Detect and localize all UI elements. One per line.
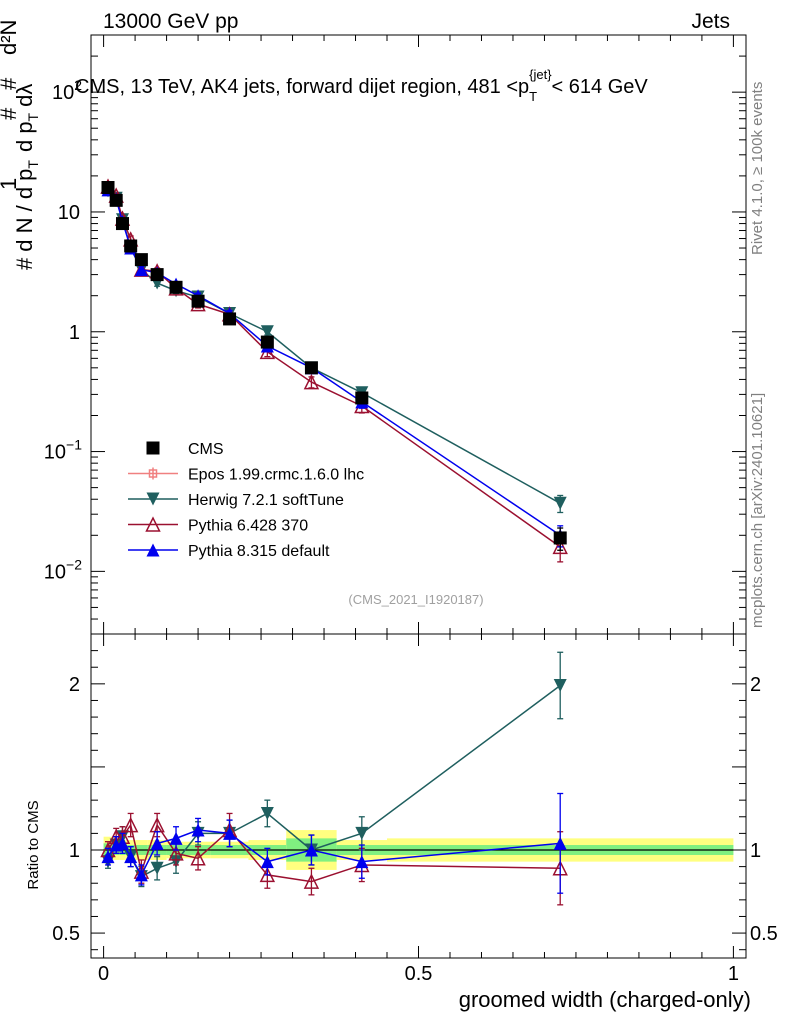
- ratio-y-axis-label: Ratio to CMS: [25, 800, 42, 889]
- ratio-pythia8-point: [101, 850, 115, 864]
- ratio-pythia6-point: [259, 866, 276, 883]
- ratio-y-tick-label-right: 2: [750, 674, 761, 696]
- y-tick-label: 102: [52, 77, 82, 104]
- main-pythia8-point: [134, 263, 148, 277]
- legend-marker-herwig: [146, 492, 160, 506]
- header-left: 13000 GeV pp: [103, 10, 238, 33]
- x-tick-label: 1: [728, 963, 739, 985]
- ratio-pythia6-point: [303, 873, 320, 889]
- ratio-pythia8-point: [223, 826, 237, 840]
- legend-label-pythia8: Pythia 8.315 default: [188, 543, 330, 560]
- analysis-watermark: (CMS_2021_I1920187): [348, 592, 483, 607]
- legend-label-herwig: Herwig 7.2.1 softTune: [188, 492, 344, 509]
- ratio-pythia6-point: [122, 816, 139, 833]
- main-cms-point: [260, 335, 274, 349]
- ratio-y-tick-label-right: 0.5: [750, 923, 778, 945]
- ratio-herwig-point: [553, 679, 567, 693]
- main-cms-point: [304, 361, 318, 375]
- main-cms-point: [191, 294, 205, 308]
- legend-marker-pythia8: [146, 543, 160, 557]
- x-tick-label: 0.5: [405, 963, 433, 985]
- ratio-herwig-point: [260, 806, 274, 820]
- ratio-y-tick-label: 1: [69, 840, 80, 862]
- ratio-pythia8-point: [355, 855, 369, 869]
- ratio-pythia8-point: [260, 855, 274, 869]
- main-cms-point: [553, 531, 567, 545]
- rivet-label: Rivet 4.1.0, ≥ 100k events: [749, 82, 766, 255]
- y-tick-label: 10−2: [44, 556, 82, 583]
- svg-text:#d N / d pTd pTdλ: #d N / d pTd pTdλ: [12, 84, 41, 270]
- main-cms-point: [124, 239, 138, 253]
- main-cms-point: [150, 268, 164, 282]
- ratio-panel: [90, 633, 747, 959]
- legend: CMS Epos 1.99.crmc.1.6.0 lhc Herwig 7.2.1 …: [128, 441, 364, 560]
- ratio-y-tick-label-right: 1: [750, 840, 761, 862]
- ratio-frame: [90, 633, 747, 959]
- ratio-y-tick-label: 2: [69, 674, 80, 696]
- ratio-pythia8-point: [124, 850, 138, 864]
- ratio-pythia8-point: [169, 831, 183, 845]
- main-cms-point: [169, 280, 183, 294]
- main-herwig-point: [553, 496, 567, 510]
- header-right: Jets: [691, 10, 730, 33]
- y-tick-label: 10: [58, 202, 80, 224]
- plot-title: CMS, 13 TeV, AK4 jets, forward dijet reg…: [75, 67, 648, 104]
- ratio-pythia8-point: [304, 843, 318, 857]
- legend-label-epos: Epos 1.99.crmc.1.6.0 lhc: [188, 467, 364, 484]
- main-herwig-point: [260, 325, 274, 339]
- svg-text:1: 1: [0, 178, 21, 190]
- main-cms-point: [115, 217, 129, 231]
- main-cms-point: [101, 181, 115, 195]
- mcplots-label: mcplots.cern.ch [arXiv:2401.10621]: [749, 393, 766, 628]
- y-tick-label: 10−1: [44, 437, 82, 464]
- main-panel: [90, 34, 747, 958]
- svg-text:d²N: d²N: [0, 20, 21, 55]
- ratio-pythia8-point: [191, 823, 205, 837]
- main-cms-point: [109, 193, 123, 207]
- svg-text:#: #: [0, 77, 21, 90]
- ratio-pythia8-point: [115, 836, 129, 850]
- ratio-y-tick-label: 0.5: [52, 923, 80, 945]
- ratio-herwig-point: [355, 826, 369, 840]
- y-tick-label: 1: [69, 322, 80, 344]
- ratio-pythia8-point: [134, 868, 148, 882]
- legend-label-cms: CMS: [188, 441, 224, 458]
- legend-marker-epos: [148, 469, 158, 478]
- main-cms-point: [355, 391, 369, 405]
- main-y-axis-label: #d N / d pTd pTdλ 1 # d²N #: [0, 20, 41, 270]
- ratio-pythia6-point: [168, 845, 184, 861]
- main-pythia6-point: [552, 538, 568, 555]
- ratio-pythia6-point: [190, 850, 206, 866]
- main-cms-point: [134, 253, 148, 267]
- ratio-herwig-point: [150, 861, 164, 875]
- svg-text:#: #: [0, 107, 21, 120]
- legend-marker-cms: [146, 441, 160, 455]
- x-axis-label: groomed width (charged-only): [459, 987, 751, 1012]
- legend-label-pythia6: Pythia 6.428 370: [188, 518, 308, 535]
- main-pythia6-point: [303, 373, 320, 390]
- main-cms-point: [223, 312, 237, 326]
- x-tick-label: 0: [98, 963, 109, 985]
- ratio-pythia8-point: [150, 836, 164, 850]
- ratio-pythia8-point: [553, 836, 567, 850]
- legend-marker-pythia6: [145, 516, 161, 532]
